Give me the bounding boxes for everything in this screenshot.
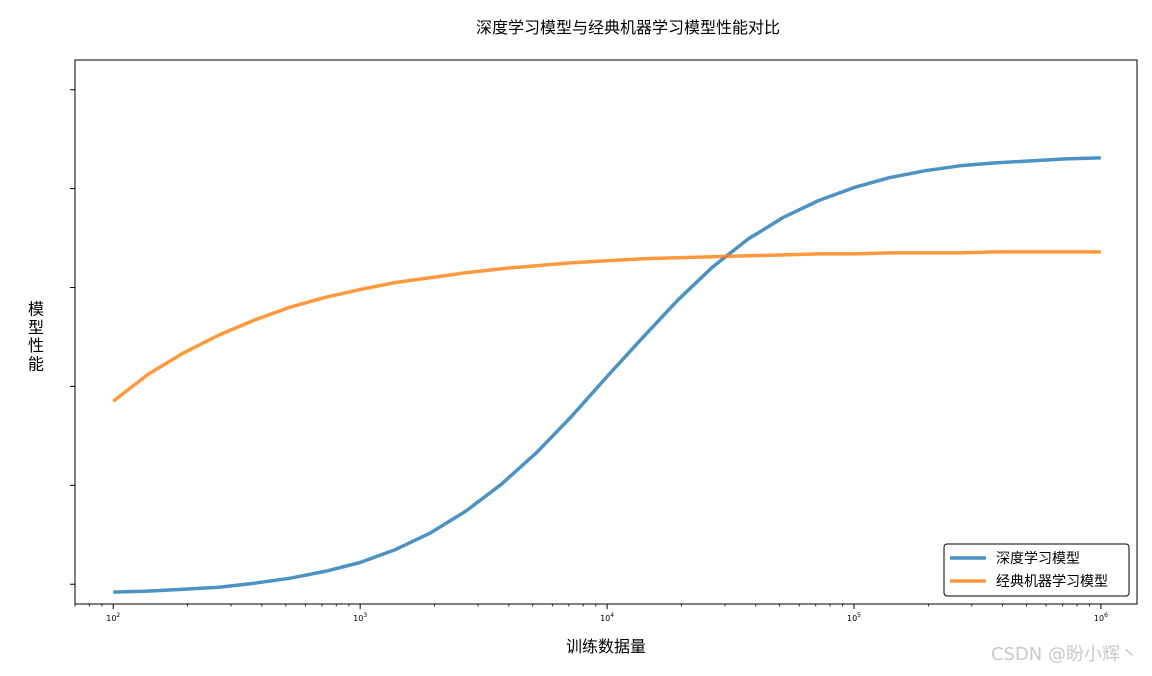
- x-axis-label: 训练数据量: [566, 637, 646, 656]
- legend-label-2: 经典机器学习模型: [996, 574, 1108, 590]
- x-tick-label: 105: [847, 612, 861, 623]
- x-tick-label: 103: [353, 612, 367, 623]
- y-axis: [70, 89, 75, 585]
- series-line-2: [112, 250, 1101, 403]
- x-tick-label: 102: [106, 612, 120, 623]
- watermark-text: CSDN @盼小辉丶: [990, 644, 1138, 665]
- series-layer: [112, 156, 1101, 594]
- legend-label-1: 深度学习模型: [996, 551, 1080, 567]
- legend-box: [943, 543, 1130, 597]
- y-axis-label: 模型性能: [28, 299, 44, 373]
- plot-area: [74, 59, 1138, 605]
- chart-title: 深度学习模型与经典机器学习模型性能对比: [476, 18, 780, 37]
- x-axis: 102 103 104 105 106: [74, 604, 1108, 623]
- x-tick-label: 104: [600, 612, 614, 623]
- x-tick-label: 106: [1094, 612, 1108, 623]
- series-line-1: [113, 156, 1101, 594]
